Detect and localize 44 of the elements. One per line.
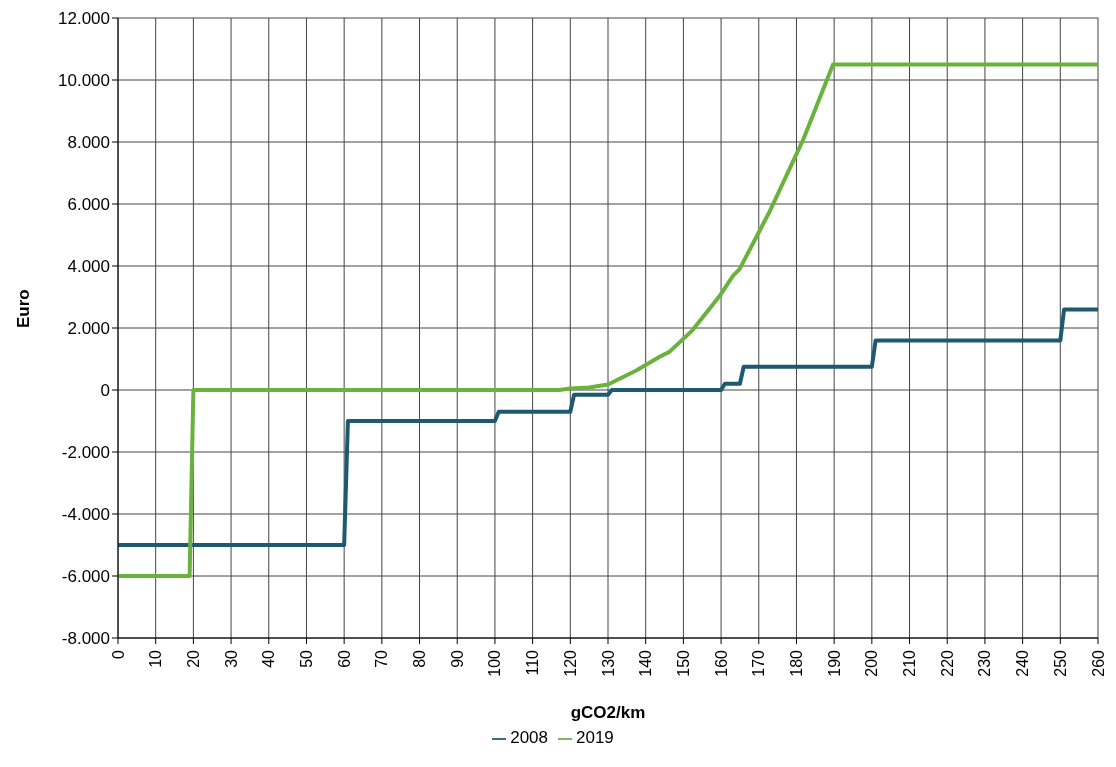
y-tick-label: -8.000 (61, 629, 110, 649)
legend-label: 2008 (510, 728, 548, 747)
y-tick-label: 2.000 (67, 319, 110, 339)
x-tick-label: 160 (712, 649, 730, 677)
x-axis-title: gCO2/km (570, 703, 646, 722)
x-tick-label: 210 (901, 649, 919, 677)
x-tick-label: 230 (976, 649, 994, 677)
x-tick-label: 60 (335, 649, 353, 668)
y-tick-label: 12.000 (58, 9, 110, 29)
x-tick-label: 10 (147, 649, 165, 668)
legend-label: 2019 (576, 728, 614, 747)
x-tick-label: 250 (1051, 649, 1069, 677)
x-tick-label: 120 (561, 649, 579, 677)
x-tick-label: 50 (297, 649, 315, 668)
x-tick-label: 130 (599, 649, 617, 677)
y-tick-label: -6.000 (61, 567, 110, 587)
y-tick-label: 8.000 (67, 133, 110, 153)
x-tick-label: 40 (260, 649, 278, 668)
x-tick-label: 200 (863, 649, 881, 677)
line-series (118, 307, 1098, 547)
x-tick-label: 90 (448, 649, 466, 668)
line-series (118, 62, 1098, 578)
y-tick-label: -2.000 (61, 443, 110, 463)
y-tick-label: 6.000 (67, 195, 110, 215)
y-axis-title: Euro (14, 289, 34, 328)
x-tick-label: 70 (373, 649, 391, 668)
x-tick-label: 190 (825, 649, 843, 677)
y-tick-label: 10.000 (58, 71, 110, 91)
x-tick-label: 30 (222, 649, 240, 668)
y-tick-label: -4.000 (61, 505, 110, 525)
x-tick-label: 80 (411, 649, 429, 668)
x-tick-label: 180 (787, 649, 805, 677)
x-tick-label: 140 (637, 649, 655, 677)
x-tick-label: 150 (674, 649, 692, 677)
x-tick-label: 220 (938, 649, 956, 677)
y-tick-label: 0 (100, 381, 110, 401)
x-tick-label: 100 (486, 649, 504, 677)
x-tick-label: 20 (184, 649, 202, 668)
x-tick-label: 240 (1014, 649, 1032, 677)
x-tick-label: 260 (1089, 649, 1107, 677)
x-tick-label: 0 (109, 649, 127, 659)
x-tick-label: 110 (524, 649, 542, 676)
x-tick-label: 170 (750, 649, 768, 677)
y-tick-label: 4.000 (67, 257, 110, 277)
